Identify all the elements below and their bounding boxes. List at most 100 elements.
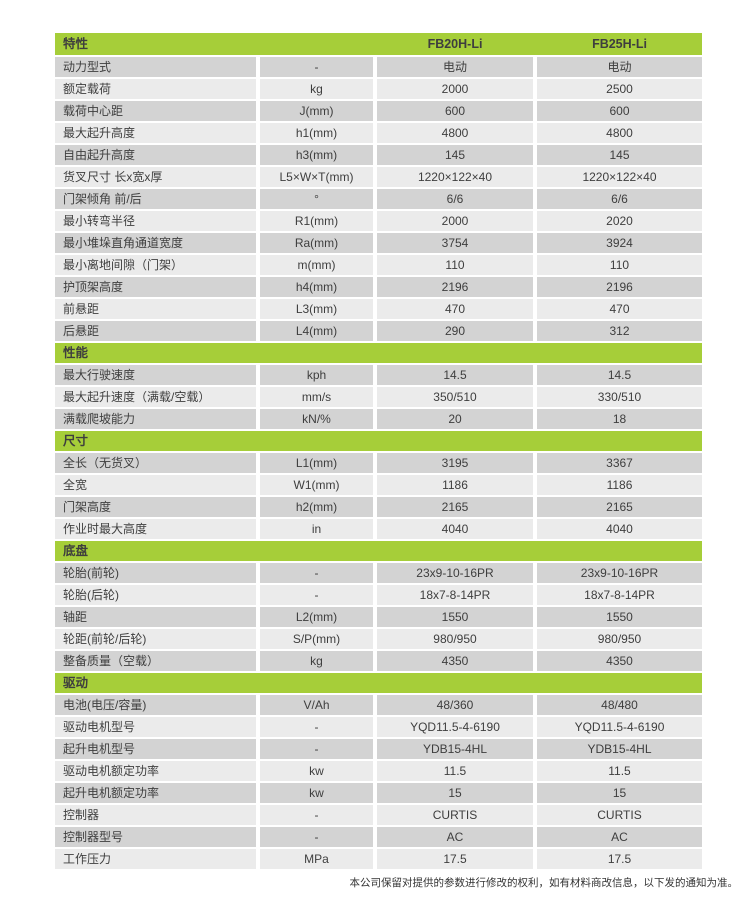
row-label: 起升电机型号 [55,739,256,759]
row-label: 最小堆垛直角通道宽度 [55,233,256,253]
row-value: 2020 [537,211,702,231]
row-label: 最小转弯半径 [55,211,256,231]
row-value: 14.5 [377,365,533,385]
row-value: 18x7-8-14PR [377,585,533,605]
row-value: 2196 [377,277,533,297]
row-value: 110 [377,255,533,275]
row-label: 货叉尺寸 长x宽x厚 [55,167,256,187]
row-value: 980/950 [377,629,533,649]
row-value: 23x9-10-16PR [377,563,533,583]
row-value: 330/510 [537,387,702,407]
row-unit: ° [260,189,373,209]
row-label: 驱动电机额定功率 [55,761,256,781]
row-unit: W1(mm) [260,475,373,495]
row-unit: Ra(mm) [260,233,373,253]
row-value: AC [377,827,533,847]
row-unit: h3(mm) [260,145,373,165]
row-unit: L4(mm) [260,321,373,341]
row-value: 20 [377,409,533,429]
row-label: 最大行驶速度 [55,365,256,385]
row-value: 11.5 [537,761,702,781]
row-unit: - [260,57,373,77]
row-label: 作业时最大高度 [55,519,256,539]
row-value: YQD11.5-4-6190 [377,717,533,737]
row-value: 312 [537,321,702,341]
row-unit: h2(mm) [260,497,373,517]
row-label: 控制器型号 [55,827,256,847]
row-value: 3367 [537,453,702,473]
row-label: 最大起升高度 [55,123,256,143]
row-label: 全宽 [55,475,256,495]
row-value: 1186 [377,475,533,495]
row-unit: - [260,827,373,847]
row-label: 护顶架高度 [55,277,256,297]
row-value: YQD11.5-4-6190 [537,717,702,737]
row-value: 15 [537,783,702,803]
row-value: 18x7-8-14PR [537,585,702,605]
row-label: 电池(电压/容量) [55,695,256,715]
row-value: YDB15-4HL [377,739,533,759]
row-value: 11.5 [377,761,533,781]
row-label: 工作压力 [55,849,256,869]
row-value: 23x9-10-16PR [537,563,702,583]
row-unit: kph [260,365,373,385]
row-value: 1550 [377,607,533,627]
row-value: 110 [537,255,702,275]
row-value: 15 [377,783,533,803]
row-value: YDB15-4HL [537,739,702,759]
row-unit: kw [260,761,373,781]
row-unit: - [260,563,373,583]
row-label: 整备质量（空载） [55,651,256,671]
row-value: 1550 [537,607,702,627]
row-unit: V/Ah [260,695,373,715]
row-value: 2196 [537,277,702,297]
row-label: 驱动电机型号 [55,717,256,737]
row-value: 980/950 [537,629,702,649]
row-value: 17.5 [537,849,702,869]
row-unit: h4(mm) [260,277,373,297]
row-label: 控制器 [55,805,256,825]
header-model-fb25h: FB25H-Li [592,37,647,51]
row-value: 6/6 [377,189,533,209]
row-label: 轮胎(后轮) [55,585,256,605]
row-value: 4040 [537,519,702,539]
row-value: 1220×122×40 [537,167,702,187]
row-value: 48/480 [537,695,702,715]
row-value: 470 [377,299,533,319]
row-unit: kN/% [260,409,373,429]
row-value: 1186 [537,475,702,495]
row-unit: - [260,717,373,737]
row-value: 17.5 [377,849,533,869]
footer-disclaimer: 本公司保留对提供的参数进行修改的权利，如有材料商改信息，以下发的通知为准。 [349,877,739,889]
row-value: 600 [377,101,533,121]
row-value: 350/510 [377,387,533,407]
spec-table: 特性 FB20H-Li FB25H-Li 动力型式 - 电动 电动 额定载荷 kg 2000… [55,33,702,869]
section-bar-3: 底盘 [55,541,702,561]
row-value: 4350 [377,651,533,671]
row-value: 470 [537,299,702,319]
row-value: 2500 [537,79,702,99]
row-value: 2165 [537,497,702,517]
row-value: 600 [537,101,702,121]
row-value: 290 [377,321,533,341]
section-bar-4: 驱动 [55,673,702,693]
row-value: 48/360 [377,695,533,715]
row-unit: m(mm) [260,255,373,275]
row-label: 轮胎(前轮) [55,563,256,583]
row-unit: L5×W×T(mm) [260,167,373,187]
row-unit: J(mm) [260,101,373,121]
row-label: 起升电机额定功率 [55,783,256,803]
row-label: 后悬距 [55,321,256,341]
row-unit: kw [260,783,373,803]
row-value: 4800 [377,123,533,143]
row-label: 最小离地间隙（门架） [55,255,256,275]
row-unit: MPa [260,849,373,869]
row-unit: L1(mm) [260,453,373,473]
row-label: 载荷中心距 [55,101,256,121]
row-value: 1220×122×40 [377,167,533,187]
row-value: 2000 [377,79,533,99]
row-value: 3195 [377,453,533,473]
row-value: 3924 [537,233,702,253]
table-header-bar: 特性 FB20H-Li FB25H-Li [55,33,702,55]
row-value: 18 [537,409,702,429]
